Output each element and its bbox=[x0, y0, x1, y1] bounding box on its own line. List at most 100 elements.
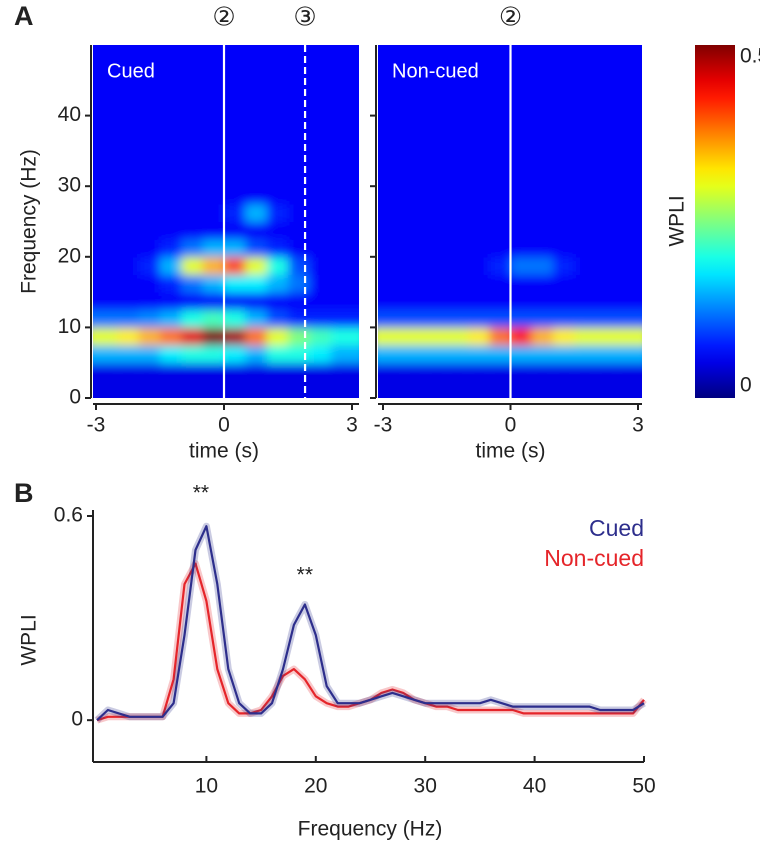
heatmap-cell bbox=[531, 97, 554, 117]
heatmap-cell bbox=[574, 203, 596, 222]
heatmap-cell bbox=[309, 274, 332, 293]
heatmap-cell bbox=[595, 239, 618, 258]
y-tick-label: 30 bbox=[58, 174, 81, 197]
colorbar-label: WPLI bbox=[666, 195, 689, 246]
heatmap-cell bbox=[489, 186, 511, 205]
heatmap-cell bbox=[404, 80, 426, 99]
heatmap-cell bbox=[266, 80, 289, 99]
heatmap-cell bbox=[378, 203, 405, 222]
heatmap-cell bbox=[489, 133, 511, 152]
heatmap-cell bbox=[266, 239, 289, 258]
heatmap-cell bbox=[138, 62, 161, 81]
heatmap-cell bbox=[574, 80, 596, 99]
heatmap-cell bbox=[378, 239, 405, 258]
heatmap-cell bbox=[425, 274, 448, 293]
heatmap-cell bbox=[531, 45, 554, 64]
heatmap-cell bbox=[202, 221, 225, 240]
heatmap-cell bbox=[574, 186, 596, 205]
heatmap-cell bbox=[160, 150, 182, 170]
heatmap-cell bbox=[553, 380, 575, 398]
x-tick-label: 3 bbox=[346, 414, 358, 437]
heatmap-cell bbox=[468, 380, 490, 398]
heatmap-cell bbox=[224, 239, 246, 258]
heatmap-cell bbox=[181, 203, 204, 222]
heatmap-cell bbox=[425, 150, 448, 170]
heatmap-cell bbox=[510, 133, 533, 152]
heatmap-cell bbox=[181, 309, 204, 328]
heatmap-cell bbox=[309, 62, 332, 81]
heatmap-cell bbox=[510, 380, 533, 398]
heatmap-cell bbox=[510, 309, 533, 328]
heatmap-cell bbox=[245, 168, 268, 187]
heatmap-cell bbox=[553, 80, 575, 99]
heatmap-cell bbox=[309, 221, 332, 240]
heatmap-cell bbox=[160, 345, 182, 364]
heatmap-cell bbox=[404, 62, 426, 81]
heatmap-cell bbox=[288, 168, 310, 187]
heatmap-cell bbox=[378, 186, 405, 205]
heatmap-cell bbox=[224, 256, 246, 275]
heatmap-cell bbox=[93, 239, 118, 258]
heatmap-cell bbox=[245, 203, 268, 222]
heatmap-cell bbox=[531, 62, 554, 81]
heatmap-cell bbox=[266, 327, 289, 346]
heatmap-cell bbox=[224, 380, 246, 398]
heatmap-cell bbox=[446, 62, 469, 81]
heatmap-cells bbox=[378, 45, 642, 398]
heatmap-cell bbox=[553, 256, 575, 275]
heatmap-cell bbox=[288, 221, 310, 240]
x-axis-label: Frequency (Hz) bbox=[298, 818, 443, 841]
heatmap-cell bbox=[510, 239, 533, 258]
y-tick-label: 10 bbox=[58, 315, 81, 338]
heatmap-cell bbox=[510, 274, 533, 293]
heatmap-cell bbox=[309, 345, 332, 364]
heatmap-cell bbox=[468, 292, 490, 311]
heatmap-cell bbox=[93, 292, 118, 311]
heatmap-cell bbox=[510, 292, 533, 311]
heatmap-cell bbox=[160, 62, 182, 81]
heatmap-cell bbox=[425, 345, 448, 364]
heatmap-cell bbox=[468, 256, 490, 275]
heatmap-cell bbox=[245, 327, 268, 346]
panel-label: B bbox=[14, 478, 34, 508]
heatmap-cell bbox=[266, 345, 289, 364]
heatmap-cell bbox=[595, 150, 618, 170]
heatmap-cell bbox=[574, 362, 596, 381]
heatmap-cell bbox=[553, 362, 575, 381]
event-label: ③ bbox=[293, 3, 316, 33]
heatmap-cell bbox=[531, 327, 554, 346]
heatmap-cell bbox=[574, 309, 596, 328]
heatmap-cell bbox=[138, 186, 161, 205]
heatmap-cell bbox=[288, 150, 310, 170]
heatmap-cell bbox=[138, 309, 161, 328]
heatmap-cell bbox=[595, 168, 618, 187]
heatmap-cell bbox=[489, 45, 511, 64]
heatmap-cell bbox=[309, 309, 332, 328]
heatmap-cell bbox=[309, 362, 332, 381]
heatmap-cell bbox=[616, 274, 642, 293]
heatmap-cell bbox=[574, 150, 596, 170]
heatmap-cell bbox=[330, 203, 359, 222]
heatmap-cell bbox=[404, 221, 426, 240]
heatmap-cell bbox=[378, 150, 405, 170]
heatmap-cell bbox=[160, 221, 182, 240]
heatmap-cell bbox=[595, 256, 618, 275]
heatmap-cell bbox=[616, 256, 642, 275]
heatmap-cell bbox=[553, 186, 575, 205]
heatmap-cell bbox=[553, 221, 575, 240]
heatmap-cell bbox=[117, 256, 140, 275]
heatmap-cell bbox=[266, 62, 289, 81]
heatmap-cell bbox=[202, 97, 225, 117]
heatmap-cell bbox=[531, 309, 554, 328]
heatmap-cell bbox=[489, 327, 511, 346]
heatmap-cell bbox=[138, 327, 161, 346]
heatmap-cell bbox=[160, 362, 182, 381]
heatmap-cell bbox=[553, 97, 575, 117]
heatmap-cell bbox=[138, 292, 161, 311]
heatmap-cell bbox=[181, 45, 204, 64]
heatmap-cell bbox=[425, 45, 448, 64]
heatmap-cell bbox=[330, 186, 359, 205]
heatmap-cell bbox=[93, 186, 118, 205]
heatmap-cell bbox=[330, 362, 359, 381]
heatmap-cell bbox=[330, 80, 359, 99]
